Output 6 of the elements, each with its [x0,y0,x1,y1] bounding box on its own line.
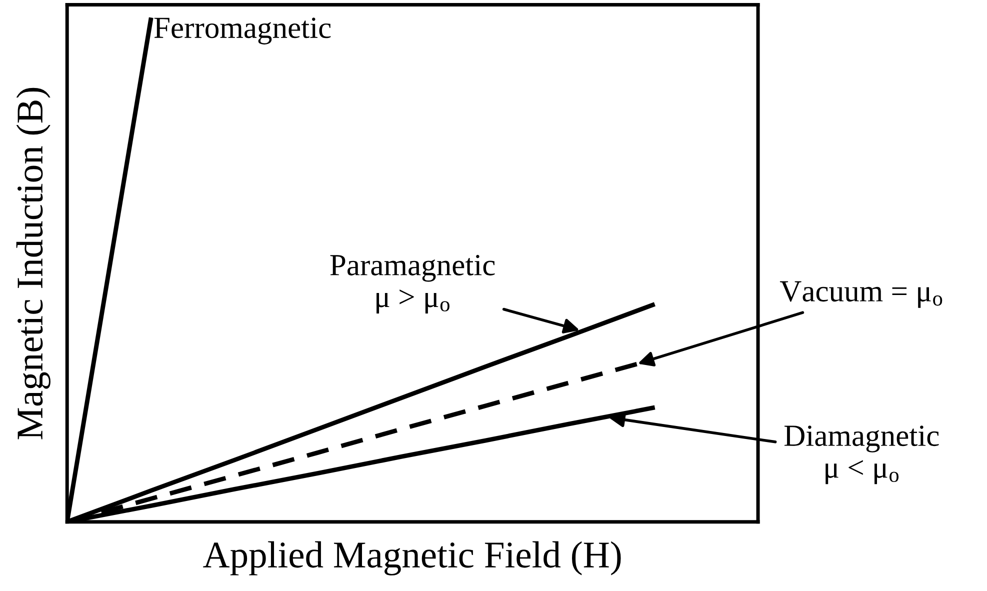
x-axis-title: Applied Magnetic Field (H) [203,541,621,576]
series-label: Paramagnetic μ > μ$_{o}$ [330,254,495,314]
y-axis-title: Magnetic Induction (B) [16,88,50,440]
text: Diamagnetic μ < μ$_{o}$ [784,426,939,484]
text: Vacuum = μ$_{o}$ [780,281,942,308]
series-label: Ferromagnetic [154,18,331,44]
